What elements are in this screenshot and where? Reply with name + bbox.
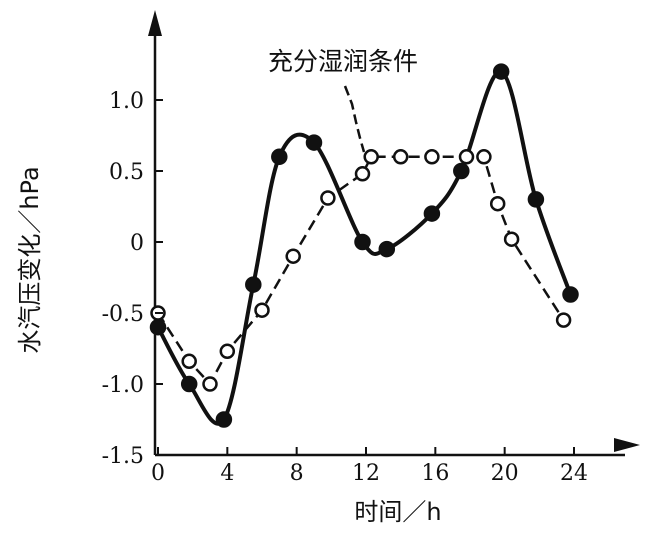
point-filled — [149, 318, 167, 336]
point-filled — [527, 191, 545, 208]
point-filled — [305, 134, 323, 151]
point-open — [219, 343, 236, 360]
x-ticks: 0 4 8 12 16 20 24 — [151, 447, 588, 486]
point-open — [503, 231, 520, 247]
y-tick-label: 1.0 — [109, 89, 144, 114]
point-filled — [245, 276, 262, 293]
y-tick-label: 0.5 — [109, 160, 144, 185]
point-open — [489, 195, 506, 212]
point-open — [320, 190, 336, 206]
point-open — [285, 248, 301, 264]
x-tick-label: 16 — [421, 461, 449, 486]
series-markers — [149, 63, 579, 428]
y-tick-label: -1.0 — [102, 373, 144, 398]
point-filled — [354, 233, 371, 251]
point-open — [476, 149, 492, 165]
point-filled — [453, 162, 470, 180]
series-dashed-line — [156, 155, 565, 386]
point-open — [354, 166, 371, 182]
point-open — [254, 302, 270, 318]
point-filled — [492, 63, 510, 80]
x-tick-label: 24 — [560, 461, 588, 486]
point-open — [181, 353, 197, 370]
y-axis-label: 水汽压变化／hPa — [16, 166, 44, 353]
point-filled — [271, 148, 288, 166]
point-open — [202, 376, 218, 392]
annotation-pointer — [343, 85, 366, 153]
y-axis-arrow — [148, 10, 162, 36]
point-open — [363, 149, 379, 165]
point-filled — [562, 286, 579, 303]
y-ticks: 1.0 0.5 0 -0.5 -1.0 -1.5 — [102, 89, 163, 469]
point-filled — [180, 375, 198, 393]
y-tick-label: -0.5 — [102, 302, 144, 327]
y-tick-label: -1.5 — [102, 444, 144, 469]
x-tick-label: 8 — [290, 461, 304, 486]
point-open — [392, 149, 409, 165]
y-tick-label: 0 — [130, 231, 144, 256]
point-open — [424, 149, 440, 165]
x-axis-label: 时间／h — [354, 498, 441, 526]
point-filled — [423, 205, 441, 222]
x-tick-label: 4 — [220, 461, 234, 486]
x-axis-arrow — [614, 438, 640, 452]
x-tick-label: 12 — [352, 461, 380, 486]
point-filled — [378, 240, 396, 258]
point-open — [458, 149, 475, 165]
point-filled — [215, 411, 233, 428]
annotation-label: 充分湿润条件 — [268, 47, 418, 76]
point-open — [555, 312, 572, 328]
x-tick-label: 0 — [151, 461, 165, 486]
x-tick-label: 20 — [491, 461, 519, 486]
